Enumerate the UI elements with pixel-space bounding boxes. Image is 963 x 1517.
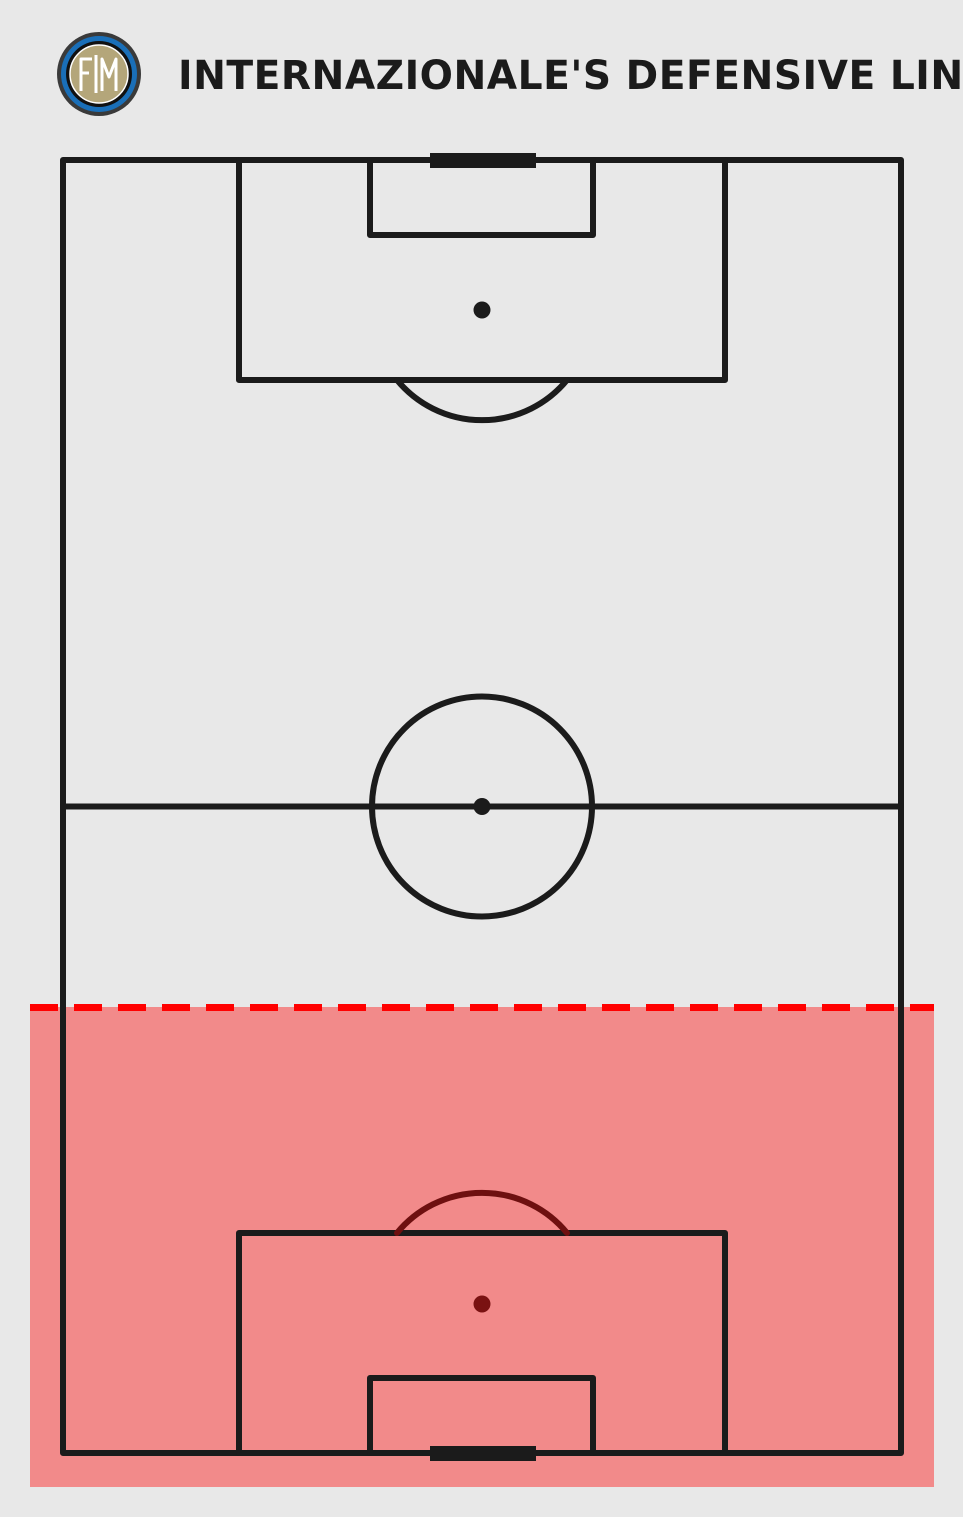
defensive-zone	[30, 1007, 934, 1487]
inter-milan-crest-icon	[57, 32, 141, 116]
bottom-penalty-spot	[473, 1295, 491, 1313]
top-six-yard-box	[367, 157, 596, 238]
page-title: Internazionale's Defensive Line	[178, 53, 963, 99]
crest-inner-outline	[69, 44, 129, 104]
centre-spot	[473, 798, 491, 815]
centre-circle	[369, 693, 595, 920]
crest-monogram	[79, 55, 118, 93]
bottom-goal	[430, 1446, 536, 1461]
header: Internazionale's Defensive Line	[0, 0, 963, 150]
top-goal	[430, 153, 536, 168]
top-penalty-area	[236, 157, 728, 383]
top-penalty-arc	[394, 377, 570, 424]
top-penalty-spot	[473, 301, 491, 319]
bottom-penalty-arc	[394, 1189, 570, 1236]
